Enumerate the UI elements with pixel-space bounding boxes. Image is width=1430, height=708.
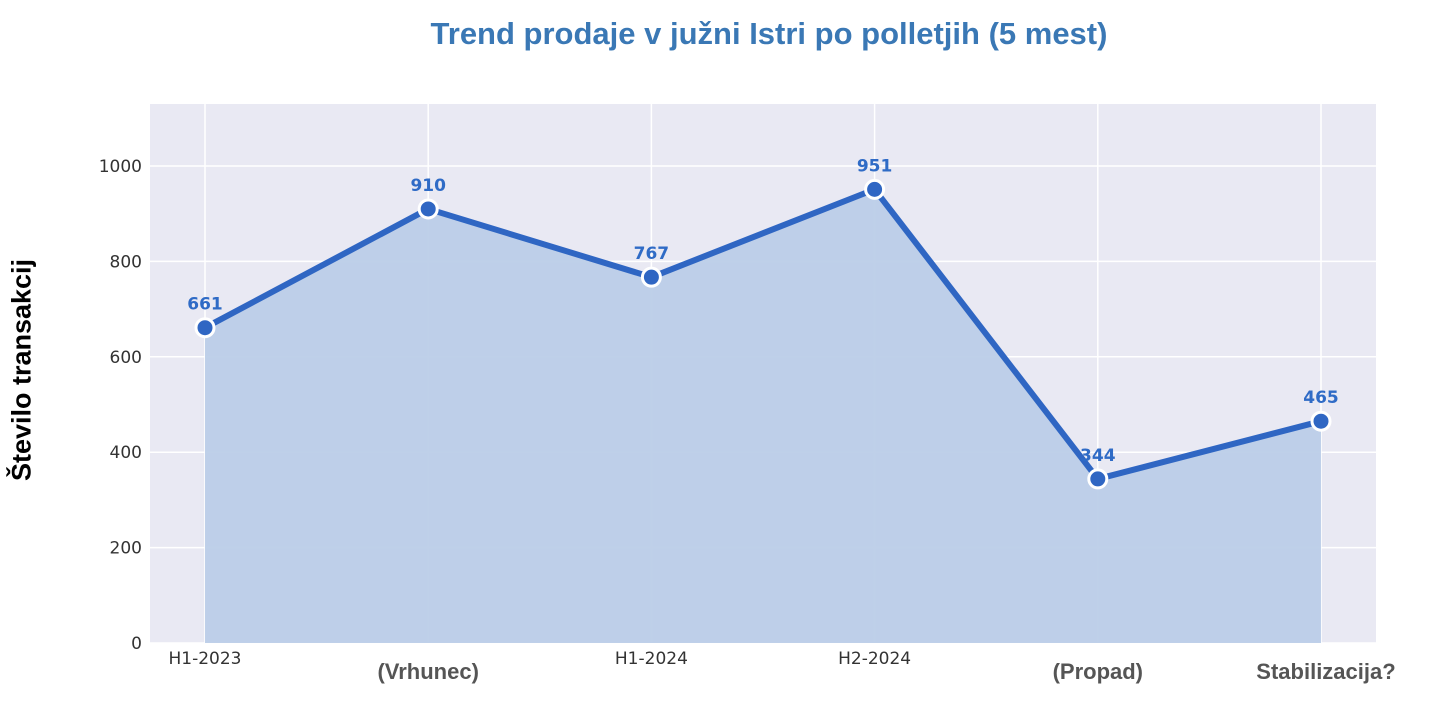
chart-title: Trend prodaje v južni Istri po polletjih… bbox=[430, 16, 1108, 51]
data-labels: 661 910 767 951 344 465 bbox=[187, 156, 1339, 466]
data-label-4: 344 bbox=[1080, 446, 1116, 466]
data-label-5: 465 bbox=[1303, 388, 1339, 408]
x-tick-label-5: Stabilizacija? bbox=[1256, 659, 1395, 684]
y-tick-label-1: 200 bbox=[110, 539, 142, 559]
y-tick-label-3: 600 bbox=[110, 348, 142, 368]
x-tick-label-3: H2-2024 bbox=[838, 649, 911, 669]
y-axis-ticks: 0 200 400 600 800 1000 bbox=[99, 157, 142, 654]
x-tick-label-1: (Vrhunec) bbox=[377, 659, 478, 684]
data-point-1 bbox=[417, 198, 439, 220]
data-label-2: 767 bbox=[634, 244, 670, 264]
data-point-2 bbox=[640, 266, 662, 288]
x-tick-label-4: (Propad) bbox=[1053, 659, 1143, 684]
x-axis-ticks: H1-2023 (Vrhunec) H1-2024 H2-2024 (Propad) St… bbox=[169, 649, 1396, 684]
area-fill bbox=[205, 189, 1321, 643]
data-point-0 bbox=[194, 317, 216, 339]
data-label-1: 910 bbox=[410, 176, 446, 196]
y-tick-label-4: 800 bbox=[110, 252, 142, 272]
y-tick-label-0: 0 bbox=[131, 634, 142, 654]
y-tick-label-5: 1000 bbox=[99, 157, 142, 177]
data-label-0: 661 bbox=[187, 295, 223, 315]
y-tick-label-2: 400 bbox=[110, 443, 142, 463]
x-tick-label-0: H1-2023 bbox=[169, 649, 242, 669]
data-points bbox=[194, 178, 1332, 490]
data-point-5 bbox=[1310, 410, 1332, 432]
x-tick-label-2: H1-2024 bbox=[615, 649, 688, 669]
data-label-3: 951 bbox=[857, 156, 893, 176]
data-point-4 bbox=[1087, 468, 1109, 490]
data-point-3 bbox=[864, 178, 886, 200]
series-line bbox=[202, 186, 1324, 482]
